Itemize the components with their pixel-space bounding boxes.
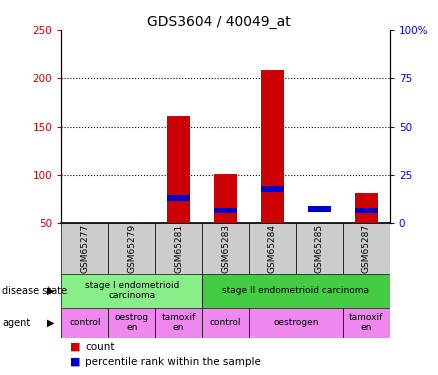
Bar bbox=[343, 223, 390, 274]
Text: disease state: disease state bbox=[2, 286, 67, 296]
Bar bbox=[296, 223, 343, 274]
Text: stage I endometrioid
carcinoma: stage I endometrioid carcinoma bbox=[85, 281, 179, 300]
Text: GSM65281: GSM65281 bbox=[174, 224, 183, 273]
Bar bbox=[249, 223, 296, 274]
Text: GSM65287: GSM65287 bbox=[362, 224, 371, 273]
Bar bbox=[214, 174, 237, 223]
Bar bbox=[249, 308, 343, 338]
Bar bbox=[343, 308, 390, 338]
Text: oestrogen: oestrogen bbox=[273, 318, 319, 327]
Text: tamoxif
en: tamoxif en bbox=[349, 313, 384, 332]
Bar bbox=[61, 308, 108, 338]
Text: GSM65285: GSM65285 bbox=[315, 224, 324, 273]
Bar bbox=[202, 274, 390, 308]
Bar bbox=[155, 308, 202, 338]
Bar bbox=[167, 195, 191, 201]
Bar bbox=[202, 223, 249, 274]
Text: ▶: ▶ bbox=[47, 286, 55, 296]
Bar bbox=[202, 308, 249, 338]
Bar bbox=[108, 223, 155, 274]
Bar bbox=[307, 206, 331, 212]
Bar bbox=[214, 208, 237, 213]
Bar bbox=[61, 274, 202, 308]
Bar bbox=[108, 308, 155, 338]
Text: count: count bbox=[85, 342, 115, 352]
Bar bbox=[155, 223, 202, 274]
Bar bbox=[261, 70, 284, 223]
Bar bbox=[61, 223, 108, 274]
Text: GSM65279: GSM65279 bbox=[127, 224, 136, 273]
Text: GDS3604 / 40049_at: GDS3604 / 40049_at bbox=[147, 15, 291, 29]
Bar bbox=[261, 186, 284, 192]
Text: oestrog
en: oestrog en bbox=[115, 313, 149, 332]
Bar bbox=[355, 193, 378, 223]
Text: tamoxif
en: tamoxif en bbox=[162, 313, 196, 332]
Text: GSM65277: GSM65277 bbox=[80, 224, 89, 273]
Text: GSM65283: GSM65283 bbox=[221, 224, 230, 273]
Bar bbox=[355, 208, 378, 213]
Text: ■: ■ bbox=[70, 357, 81, 367]
Bar bbox=[167, 116, 191, 223]
Text: stage II endometrioid carcinoma: stage II endometrioid carcinoma bbox=[223, 286, 370, 295]
Text: GSM65284: GSM65284 bbox=[268, 224, 277, 273]
Text: percentile rank within the sample: percentile rank within the sample bbox=[85, 357, 261, 367]
Text: ■: ■ bbox=[70, 342, 81, 352]
Text: control: control bbox=[69, 318, 101, 327]
Text: agent: agent bbox=[2, 318, 30, 327]
Text: control: control bbox=[210, 318, 241, 327]
Text: ▶: ▶ bbox=[47, 318, 55, 327]
